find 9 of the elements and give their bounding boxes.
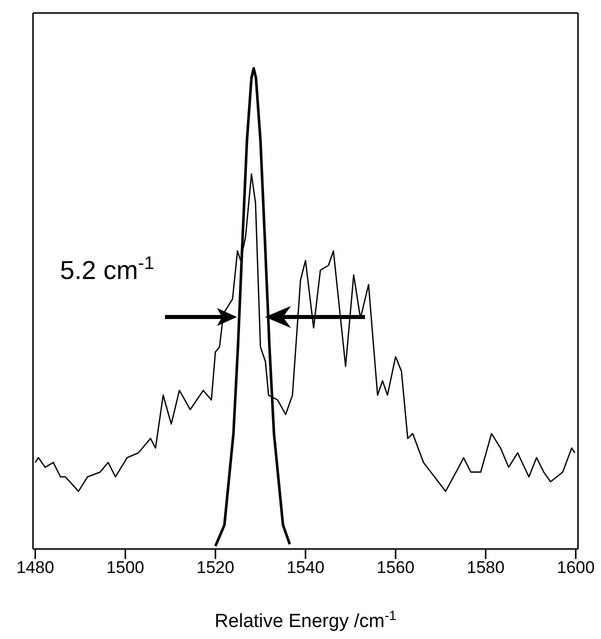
x-tick-label: 1480: [16, 558, 54, 578]
x-tick-label: 1580: [466, 558, 505, 578]
x-tick-label: 1520: [196, 558, 234, 578]
x-tick-label: 1540: [286, 558, 324, 578]
x-axis-title: Relative Energy /cm$^{-1}$: [214, 608, 396, 632]
annotation: 5.2 cm$^{-1}$: [60, 253, 154, 285]
x-tick-label: 1500: [106, 558, 144, 578]
x-tick-label: 1600: [556, 558, 595, 578]
x-tick-label: 1560: [376, 558, 414, 578]
